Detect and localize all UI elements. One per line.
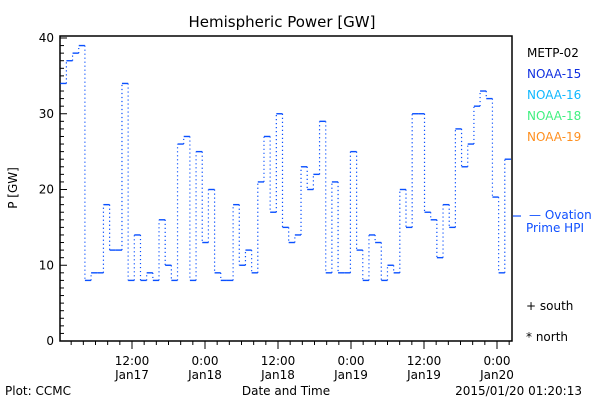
marker-legend-south: + south <box>526 299 573 313</box>
y-axis-label: P [GW] <box>6 167 20 209</box>
plot-credit: Plot: CCMC <box>5 384 71 398</box>
x-tick-time: 0:00 <box>484 354 511 368</box>
x-tick-date: Jan18 <box>260 368 295 382</box>
x-tick-date: Jan20 <box>479 368 514 382</box>
legend-item: NOAA-16 <box>527 88 581 102</box>
x-tick-time: 12:00 <box>115 354 150 368</box>
x-tick-time: 0:00 <box>192 354 219 368</box>
x-tick-time: 12:00 <box>261 354 296 368</box>
x-tick-date: Jan18 <box>187 368 222 382</box>
x-tick-time: 12:00 <box>407 354 442 368</box>
ovation-label-line2: Prime HPI <box>526 221 584 235</box>
legend-item: NOAA-19 <box>527 130 581 144</box>
legend-item: METP-02 <box>527 46 579 60</box>
y-tick-label: 0 <box>46 334 54 348</box>
y-tick-label: 10 <box>39 258 54 272</box>
x-tick-date: Jan19 <box>406 368 441 382</box>
legend-item: NOAA-15 <box>527 67 581 81</box>
marker-legend-north: * north <box>526 330 568 344</box>
x-axis-label: Date and Time <box>242 384 330 398</box>
chart-title: Hemispheric Power [GW] <box>189 13 376 31</box>
y-tick-label: 40 <box>39 31 54 45</box>
x-tick-time: 0:00 <box>338 354 365 368</box>
plot-timestamp: 2015/01/20 01:20:13 <box>455 384 582 398</box>
x-tick-date: Jan17 <box>114 368 149 382</box>
plot-area <box>59 35 513 342</box>
ovation-label-line1: — Ovation <box>529 208 592 222</box>
y-tick-label: 30 <box>39 107 54 121</box>
legend-item: NOAA-18 <box>527 109 581 123</box>
x-tick-date: Jan19 <box>333 368 368 382</box>
y-tick-label: 20 <box>39 183 54 197</box>
